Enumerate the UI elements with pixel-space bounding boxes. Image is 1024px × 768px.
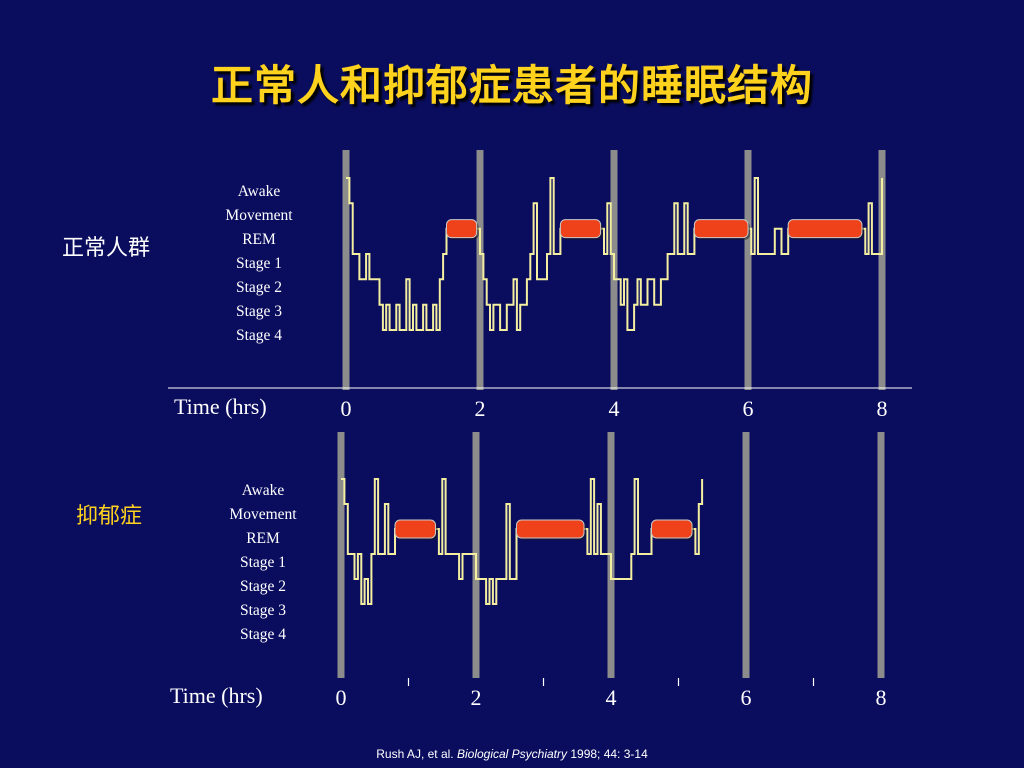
rem-block (787, 219, 863, 239)
stage-label-stage-4: Stage 4 (235, 327, 283, 344)
hypnogram-trace (346, 177, 883, 331)
stage-label-stage-3: Stage 3 (239, 602, 287, 619)
x-axis-label-depression: Time (hrs) (170, 683, 263, 708)
stage-label-rem: REM (246, 530, 280, 547)
citation: Rush AJ, et al. Biological Psychiatry 19… (0, 747, 1024, 761)
hour-line (476, 150, 484, 390)
group-label-depression: 抑郁症 (76, 504, 143, 529)
x-tick-label: 2 (475, 396, 486, 421)
stage-label-movement: Movement (229, 506, 297, 523)
hour-line (878, 150, 886, 390)
x-tick-label: 6 (741, 685, 752, 710)
group-label-normal: 正常人群 (62, 236, 151, 261)
x-tick-label: 6 (743, 396, 754, 421)
citation-details: 1998; 44: 3-14 (567, 747, 648, 761)
rem-block (446, 219, 478, 239)
hypnogram-trace (341, 478, 704, 605)
rem-block (651, 519, 693, 539)
hour-line (742, 432, 750, 678)
stage-label-stage-4: Stage 4 (239, 626, 287, 643)
x-tick-label: 4 (606, 685, 617, 710)
rem-block (559, 219, 602, 239)
rem-block (394, 519, 436, 539)
x-tick-label: 4 (609, 396, 620, 421)
rem-block (516, 519, 585, 539)
stage-label-stage-3: Stage 3 (235, 303, 283, 320)
hour-line (342, 150, 350, 390)
page-title: 正常人和抑郁症患者的睡眠结构 (210, 61, 813, 110)
stage-label-awake: Awake (241, 482, 285, 499)
stage-label-stage-1: Stage 1 (239, 554, 287, 571)
hour-line (744, 150, 752, 390)
citation-journal: Biological Psychiatry (456, 747, 568, 761)
x-tick-label: 8 (876, 685, 887, 710)
stage-label-movement: Movement (225, 207, 293, 224)
hour-line (337, 432, 345, 678)
x-axis-label-normal: Time (hrs) (174, 394, 267, 419)
rem-block (693, 219, 749, 239)
stage-label-stage-2: Stage 2 (239, 578, 287, 595)
stage-label-stage-2: Stage 2 (235, 279, 283, 296)
stage-axis-depression: Awake Movement REM Stage 1 Stage 2 Stage… (208, 479, 318, 647)
hypnogram-charts: 0 2 4 6 8 0 2 4 6 8 (168, 150, 912, 710)
x-tick-label: 2 (471, 685, 482, 710)
hour-line (877, 432, 885, 678)
stage-label-awake: Awake (237, 183, 281, 200)
stage-label-rem: REM (242, 231, 276, 248)
stage-label-stage-1: Stage 1 (235, 255, 283, 272)
x-tick-label: 0 (341, 396, 352, 421)
x-tick-label: 0 (336, 685, 347, 710)
stage-axis-normal: Awake Movement REM Stage 1 Stage 2 Stage… (204, 180, 314, 348)
citation-authors: Rush AJ, et al. (376, 747, 457, 761)
x-tick-label: 8 (877, 396, 888, 421)
